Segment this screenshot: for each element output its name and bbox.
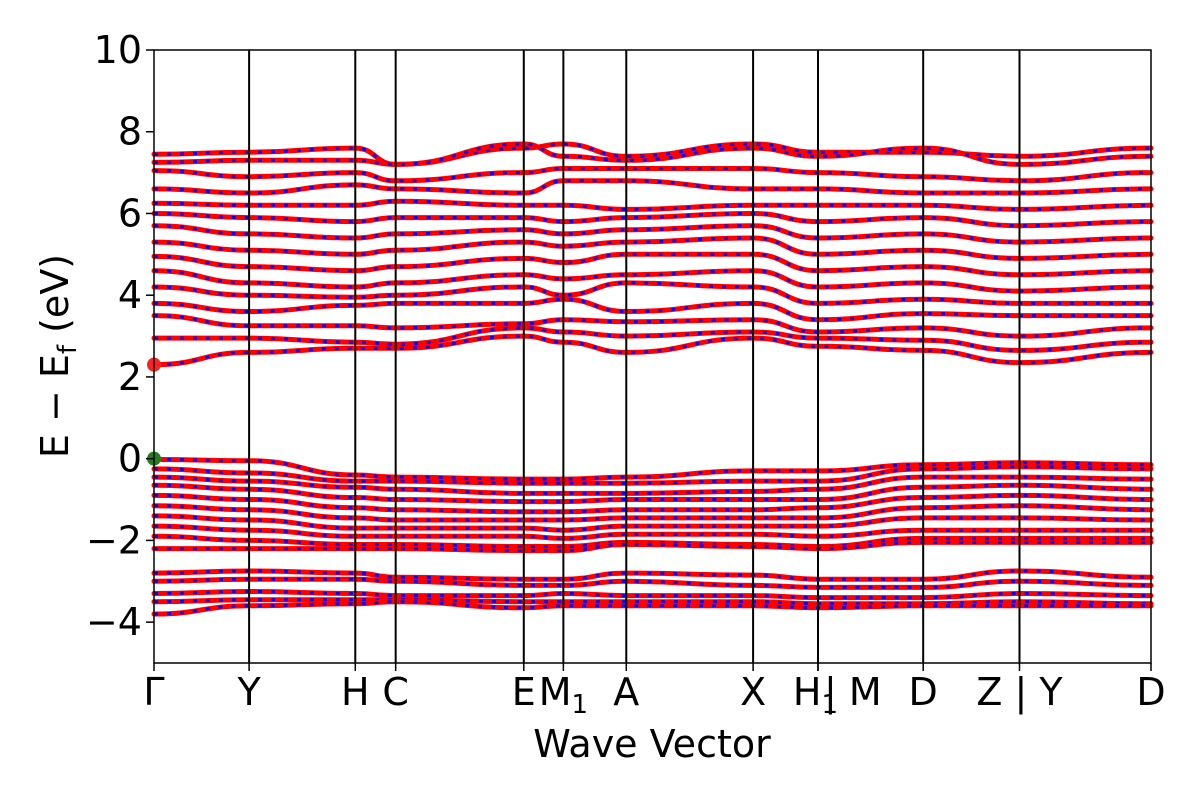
conduction-band-6-spin-down [153,269,1152,293]
x-tick-label: Z | Y [976,670,1063,715]
conduction-band-15-spin-down [153,142,1152,166]
valence-band-8-spin-down [153,524,1151,540]
plot-frame [153,49,1152,664]
x-tick-label: D [1136,670,1165,714]
valence-band-10-spin-down [154,540,1151,553]
conduction-band-8-spin-up [151,235,1154,261]
x-tick-label: | M [824,670,882,715]
y-axis-label-main: E − E [33,354,77,458]
valence-band-14-spin-down [153,598,1152,606]
y-axis-label: E − Ef (eV) [33,254,83,458]
valence-band-1-spin-down [153,458,1152,481]
x-axis-ticks: Γ Y H C E M1 A X H1| M D Z | Y D [143,663,1166,720]
x-tick-label: D [909,670,938,714]
conduction-band-5-spin-down [153,281,1151,305]
y-tick-label: 8 [118,110,142,154]
conduction-band-1-spin-down [153,334,1152,367]
y-axis-label-subscript: f [53,344,83,354]
conduction-band-13-spin-down [153,166,1152,183]
valence-band-13-spin-down [153,589,1152,600]
y-tick-label: 2 [118,355,142,399]
x-tick-label: C [382,670,409,714]
valence-band-5-spin-down [153,493,1152,514]
y-tick-label: −2 [86,518,142,562]
valence-band-7-spin-down [153,514,1152,532]
conduction-band-11-spin-down [153,199,1152,211]
conduction-band-10-spin-down [153,211,1152,228]
y-axis-ticks: −4 −2 0 2 4 6 8 10 [86,28,154,644]
valence-band-6-spin-down [153,504,1152,522]
x-tick-label: E [512,670,536,714]
y-tick-label: 4 [118,273,142,317]
x-tick-label: A [613,670,639,714]
conduction-band-3-spin-down [153,314,1152,338]
conduction-band-9-spin-down [153,224,1152,244]
y-tick-label: 0 [118,437,142,481]
x-axis-label: Wave Vector [533,722,771,766]
conduction-band-12-spin-up [151,178,1154,196]
conduction-band-4-spin-down [153,297,1151,322]
y-tick-label: 6 [118,191,142,235]
x-tick-label: X [740,670,766,714]
valence-band-11-spin-down [153,569,1152,581]
band-lines [151,141,1154,617]
x-tick-label: M1 [539,670,588,720]
y-tick-label: 10 [94,28,142,72]
conduction-band-14-spin-down [153,142,1152,166]
x-tick-label: Γ [143,670,164,714]
y-tick-label: −4 [86,600,142,644]
conduction-band-2-spin-down [153,326,1152,352]
valence-band-4-spin-down [153,483,1152,504]
conduction-band-7-spin-down [153,252,1152,277]
y-axis-label-unit: (eV) [33,254,77,345]
high-symmetry-lines [248,50,1021,663]
valence-band-3-spin-down [153,475,1152,495]
valence-band-15-spin-down [153,600,1151,616]
x-tick-label: H [341,670,370,714]
valence-band-12-spin-down [153,577,1152,589]
x-tick-label: Y [237,670,262,714]
valence-band-2-spin-down [153,465,1152,485]
x-tick-label: H1 [793,670,838,720]
